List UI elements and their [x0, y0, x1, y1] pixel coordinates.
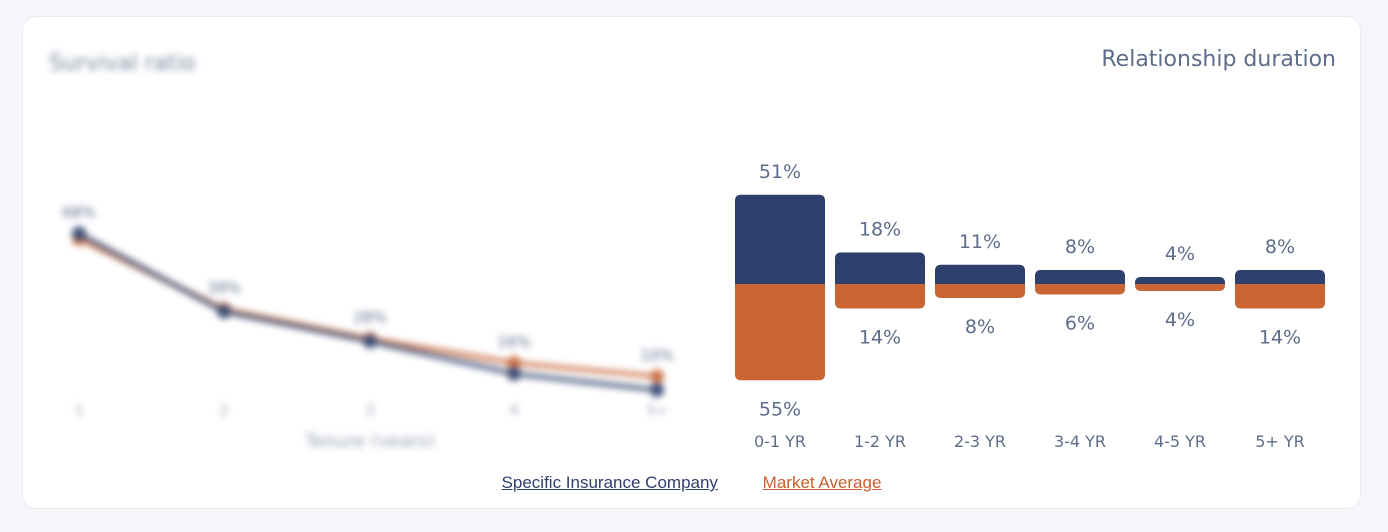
svg-text:16%: 16%	[497, 333, 530, 351]
svg-text:51%: 51%	[759, 161, 801, 183]
svg-text:28%: 28%	[353, 309, 386, 327]
svg-text:18%: 18%	[859, 219, 901, 241]
chart-card: Survival ratio Relationship duration 68%…	[22, 16, 1361, 509]
svg-text:10%: 10%	[640, 347, 673, 365]
svg-text:6%: 6%	[1065, 313, 1095, 335]
svg-text:1-2 YR: 1-2 YR	[854, 432, 906, 447]
chart-legend: Specific Insurance Company Market Averag…	[23, 473, 1360, 493]
svg-text:55%: 55%	[759, 398, 801, 420]
svg-text:8%: 8%	[1265, 236, 1295, 258]
svg-text:14%: 14%	[859, 327, 901, 349]
svg-text:14%: 14%	[1259, 327, 1301, 349]
svg-text:3: 3	[366, 403, 375, 419]
svg-text:0-1 YR: 0-1 YR	[754, 432, 806, 447]
svg-text:4-5 YR: 4-5 YR	[1154, 432, 1206, 447]
svg-text:1: 1	[75, 403, 84, 419]
svg-text:8%: 8%	[1065, 236, 1095, 258]
svg-text:3-4 YR: 3-4 YR	[1054, 432, 1106, 447]
svg-text:5+: 5+	[647, 403, 668, 419]
svg-text:4%: 4%	[1165, 309, 1195, 331]
svg-text:39%: 39%	[207, 279, 240, 297]
svg-text:2-3 YR: 2-3 YR	[954, 432, 1006, 447]
legend-market-link[interactable]: Market Average	[762, 473, 882, 492]
svg-text:5+ YR: 5+ YR	[1255, 432, 1305, 447]
svg-text:4%: 4%	[1165, 243, 1195, 265]
relationship-duration-bar-chart: 51% 55% 0-1 YR 18% 14% 1-2 YR 11% 8% 2-3 YR 8% 6% 3…	[735, 161, 1325, 447]
svg-text:Tenure (years): Tenure (years)	[304, 431, 434, 447]
survival-ratio-title: Survival ratio	[49, 51, 196, 76]
svg-text:11%: 11%	[959, 231, 1001, 253]
svg-text:8%: 8%	[965, 316, 995, 338]
svg-text:4: 4	[510, 403, 519, 419]
survival-ratio-line-chart: 68% 39% 28% 16% 10% 1 2 3 4 5+ Tenure (years)	[62, 203, 673, 447]
relationship-duration-title: Relationship duration	[1101, 47, 1336, 72]
legend-company-link[interactable]: Specific Insurance Company	[501, 473, 718, 492]
svg-text:68%: 68%	[62, 203, 95, 221]
svg-text:2: 2	[220, 403, 229, 419]
